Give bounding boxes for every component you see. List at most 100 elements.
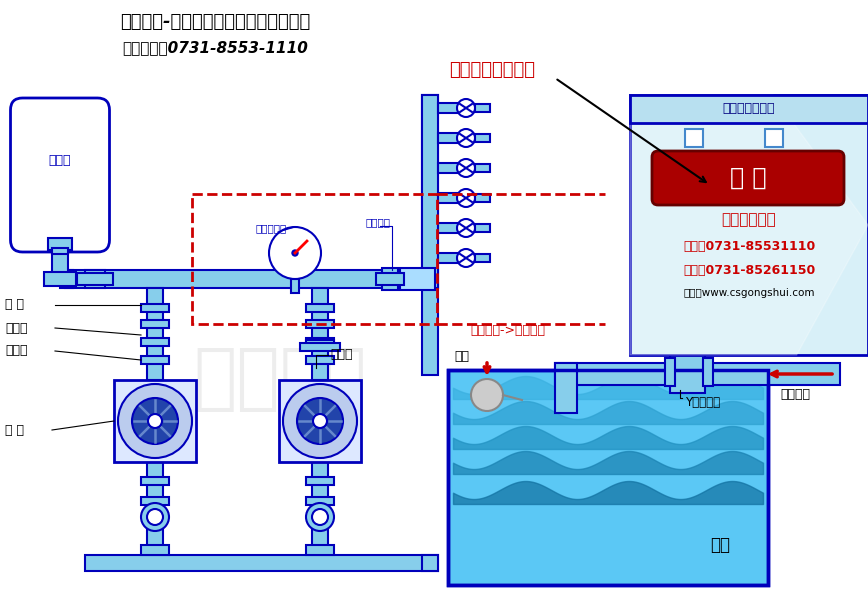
Text: 中赢供水集团: 中赢供水集团 <box>721 212 776 228</box>
Text: 软接头: 软接头 <box>5 345 28 357</box>
Bar <box>52 248 68 254</box>
Circle shape <box>457 219 475 237</box>
Circle shape <box>141 503 169 531</box>
Bar <box>665 358 675 386</box>
Circle shape <box>269 227 321 279</box>
Circle shape <box>148 414 162 428</box>
Bar <box>52 252 68 280</box>
Text: 止回阀: 止回阀 <box>5 321 28 334</box>
Circle shape <box>457 249 475 267</box>
Bar <box>141 545 169 555</box>
Circle shape <box>457 189 475 207</box>
Bar <box>300 343 340 351</box>
Text: 浮球: 浮球 <box>455 351 470 364</box>
Bar <box>422 95 438 288</box>
Circle shape <box>457 99 475 117</box>
Circle shape <box>283 384 357 458</box>
Bar <box>555 363 840 385</box>
Bar <box>422 95 438 375</box>
Bar <box>306 338 334 346</box>
Text: 压力罐: 压力罐 <box>49 154 71 167</box>
Circle shape <box>118 384 192 458</box>
Circle shape <box>147 509 163 525</box>
Text: 水箱: 水箱 <box>710 536 730 554</box>
Bar <box>141 356 169 364</box>
Bar <box>147 288 163 380</box>
Circle shape <box>471 379 503 411</box>
Bar <box>438 133 463 143</box>
Bar <box>555 363 577 413</box>
Bar <box>77 273 113 285</box>
Bar <box>114 380 196 462</box>
Bar <box>44 272 76 286</box>
Bar <box>630 95 868 123</box>
Text: 中赢供水-专注变频节能技术的给水品牌: 中赢供水-专注变频节能技术的给水品牌 <box>120 13 310 31</box>
Circle shape <box>292 250 298 256</box>
Bar <box>65 270 438 288</box>
Text: 传真：0731-85261150: 传真：0731-85261150 <box>683 264 815 276</box>
Bar <box>630 95 868 355</box>
Circle shape <box>297 398 343 444</box>
Bar <box>192 194 437 324</box>
Text: 电磁阀: 电磁阀 <box>330 348 352 362</box>
Text: 启 动: 启 动 <box>730 166 766 190</box>
Text: 出水蝶阀: 出水蝶阀 <box>365 217 390 227</box>
Circle shape <box>132 398 178 444</box>
Bar <box>475 104 490 112</box>
Bar <box>291 279 299 293</box>
Text: 蝶 阀: 蝶 阀 <box>5 298 24 312</box>
Bar <box>141 477 169 485</box>
Bar <box>312 462 328 555</box>
Bar <box>438 253 463 263</box>
Polygon shape <box>630 95 868 355</box>
Text: 来水量多->空气排除: 来水量多->空气排除 <box>470 323 545 337</box>
Bar <box>306 356 334 364</box>
Text: 网址：www.csgongshui.com: 网址：www.csgongshui.com <box>683 288 815 298</box>
Bar <box>306 477 334 485</box>
Bar <box>312 288 328 380</box>
Text: 远传压力表: 远传压力表 <box>255 223 286 233</box>
Circle shape <box>313 414 327 428</box>
Bar <box>306 545 334 555</box>
Bar <box>475 134 490 142</box>
Bar <box>685 129 703 147</box>
Text: 点击启动演示开始: 点击启动演示开始 <box>449 61 535 79</box>
Bar <box>703 358 713 386</box>
Bar <box>306 304 334 312</box>
Bar <box>376 273 404 285</box>
Bar <box>448 370 768 585</box>
Text: 电话：0731-85531110: 电话：0731-85531110 <box>683 240 815 254</box>
Bar <box>141 320 169 328</box>
Bar <box>85 270 105 288</box>
Text: 接自来水: 接自来水 <box>780 389 810 401</box>
Bar <box>85 555 438 571</box>
Bar <box>48 238 72 250</box>
Bar <box>147 462 163 555</box>
Bar <box>422 555 438 571</box>
Bar <box>438 193 463 203</box>
Bar <box>382 268 398 290</box>
Bar <box>765 129 783 147</box>
Bar <box>279 380 361 462</box>
Bar <box>448 370 768 585</box>
Bar <box>475 224 490 232</box>
Bar <box>141 304 169 312</box>
Text: 变频供水控制柜: 变频供水控制柜 <box>723 102 775 115</box>
FancyBboxPatch shape <box>652 151 844 205</box>
Bar <box>475 164 490 172</box>
Bar <box>438 223 463 233</box>
Circle shape <box>457 129 475 147</box>
Bar <box>60 270 73 288</box>
Text: 中赢供水: 中赢供水 <box>194 345 367 415</box>
Circle shape <box>457 159 475 177</box>
Circle shape <box>306 503 334 531</box>
Bar <box>306 340 334 350</box>
Bar <box>306 320 334 328</box>
Bar <box>306 497 334 505</box>
Bar <box>141 497 169 505</box>
Bar <box>438 103 463 113</box>
Text: 咨询电话：0731-8553-1110: 咨询电话：0731-8553-1110 <box>122 40 308 56</box>
Bar <box>438 163 463 173</box>
Text: Y型过滤器: Y型过滤器 <box>685 395 720 409</box>
Bar <box>475 194 490 202</box>
